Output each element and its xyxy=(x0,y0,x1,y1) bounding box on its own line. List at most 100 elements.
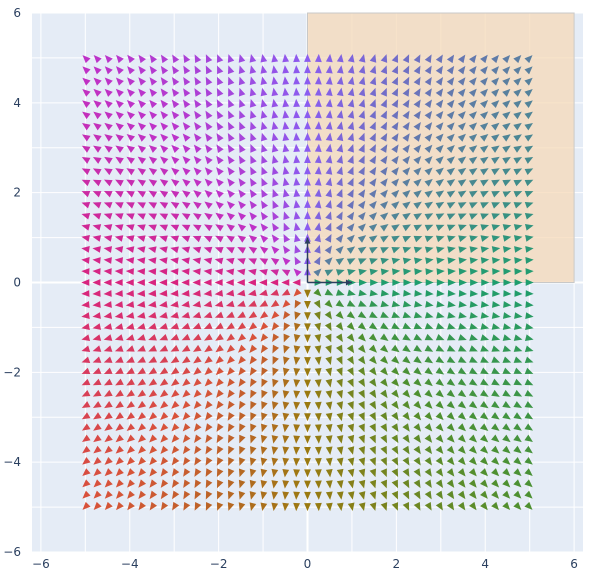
vector-cone xyxy=(347,479,355,489)
vector-cone xyxy=(346,344,355,354)
vector-cone xyxy=(182,389,191,398)
vector-cone xyxy=(172,65,180,75)
vector-cone xyxy=(226,322,235,330)
vector-cone xyxy=(502,168,511,176)
vector-cone xyxy=(347,446,355,455)
vector-cone xyxy=(314,379,322,388)
vector-cone xyxy=(170,268,179,275)
vector-cone xyxy=(126,389,135,397)
vector-cone xyxy=(458,323,467,330)
vector-cone xyxy=(491,356,501,363)
vector-cone xyxy=(304,413,311,422)
vector-cone xyxy=(446,400,455,409)
vector-cone xyxy=(358,99,366,108)
vector-cone xyxy=(304,424,311,433)
vector-cone xyxy=(502,389,511,397)
vector-cone xyxy=(159,201,169,209)
vector-cone xyxy=(103,202,113,209)
vector-cone xyxy=(160,54,169,64)
vector-cone xyxy=(413,378,422,387)
vector-cone xyxy=(249,333,258,342)
vector-cone xyxy=(304,222,311,231)
vector-cone xyxy=(183,490,191,500)
vector-cone xyxy=(380,99,387,108)
vector-cone xyxy=(402,389,411,398)
vector-cone xyxy=(314,356,322,366)
vector-cone xyxy=(203,235,213,243)
vector-cone xyxy=(380,289,390,297)
vector-cone xyxy=(181,289,190,297)
vector-cone xyxy=(103,235,113,242)
vector-cone xyxy=(238,479,246,489)
vector-cone xyxy=(160,400,169,409)
vector-cone xyxy=(357,223,366,232)
vector-cone xyxy=(136,301,146,308)
vector-cone xyxy=(468,468,477,477)
vector-cone xyxy=(391,212,400,221)
vector-cone xyxy=(104,54,113,64)
vector-cone xyxy=(502,378,512,386)
vector-cone xyxy=(491,468,500,477)
vector-cone xyxy=(435,468,444,477)
vector-cone xyxy=(469,367,478,375)
vector-cone xyxy=(127,77,135,86)
vector-cone xyxy=(424,490,432,500)
vector-cone xyxy=(282,121,290,130)
vector-cone xyxy=(315,502,322,512)
vector-cone xyxy=(216,434,224,444)
vector-cone xyxy=(249,223,258,232)
vector-cone xyxy=(170,322,180,330)
vector-cone xyxy=(160,456,169,466)
vector-cone xyxy=(282,132,290,141)
vector-cone xyxy=(435,490,443,500)
vector-cone xyxy=(358,177,365,187)
vector-cone xyxy=(192,235,202,243)
vector-cone xyxy=(103,323,113,330)
vector-cone xyxy=(192,224,202,232)
vector-cone xyxy=(149,65,158,75)
vector-cone xyxy=(391,367,400,376)
vector-cone xyxy=(391,289,401,297)
vector-cone xyxy=(148,246,157,253)
vector-cone xyxy=(248,246,258,254)
vector-cone xyxy=(148,190,158,198)
vector-cone xyxy=(491,235,501,242)
vector-cone xyxy=(126,345,135,352)
vector-cone xyxy=(260,76,268,86)
vector-cone xyxy=(260,344,269,354)
vector-cone xyxy=(469,235,478,242)
vector-cone xyxy=(436,300,445,308)
vector-cone xyxy=(304,503,311,512)
vector-cone xyxy=(358,423,365,433)
vector-cone xyxy=(380,490,388,500)
vector-cone xyxy=(304,446,311,455)
vector-cone xyxy=(125,334,135,341)
vector-cone xyxy=(413,224,423,232)
vector-cone xyxy=(480,356,489,363)
vector-cone xyxy=(369,423,376,433)
vector-cone xyxy=(468,378,478,386)
vector-cone xyxy=(148,334,157,341)
vector-cone xyxy=(514,301,523,308)
vector-cone xyxy=(358,76,366,86)
vector-cone xyxy=(435,110,444,120)
vector-cone xyxy=(261,166,268,176)
vector-cone xyxy=(149,434,158,443)
vector-cone xyxy=(270,289,280,296)
vector-cone xyxy=(115,77,124,86)
vector-cone xyxy=(137,367,146,375)
vector-cone xyxy=(402,144,410,153)
vector-cone xyxy=(358,189,366,198)
vector-cone xyxy=(513,100,522,109)
vector-cone xyxy=(468,490,477,499)
vector-cone xyxy=(147,290,157,297)
vector-cone xyxy=(114,334,124,341)
vector-cone xyxy=(283,356,290,365)
vector-cone xyxy=(82,501,91,510)
vector-cone xyxy=(215,344,224,353)
vector-cone xyxy=(194,65,202,75)
vector-cone xyxy=(193,144,202,153)
vector-cone xyxy=(358,400,365,410)
vector-cone xyxy=(446,479,455,488)
vector-cone xyxy=(148,312,157,319)
